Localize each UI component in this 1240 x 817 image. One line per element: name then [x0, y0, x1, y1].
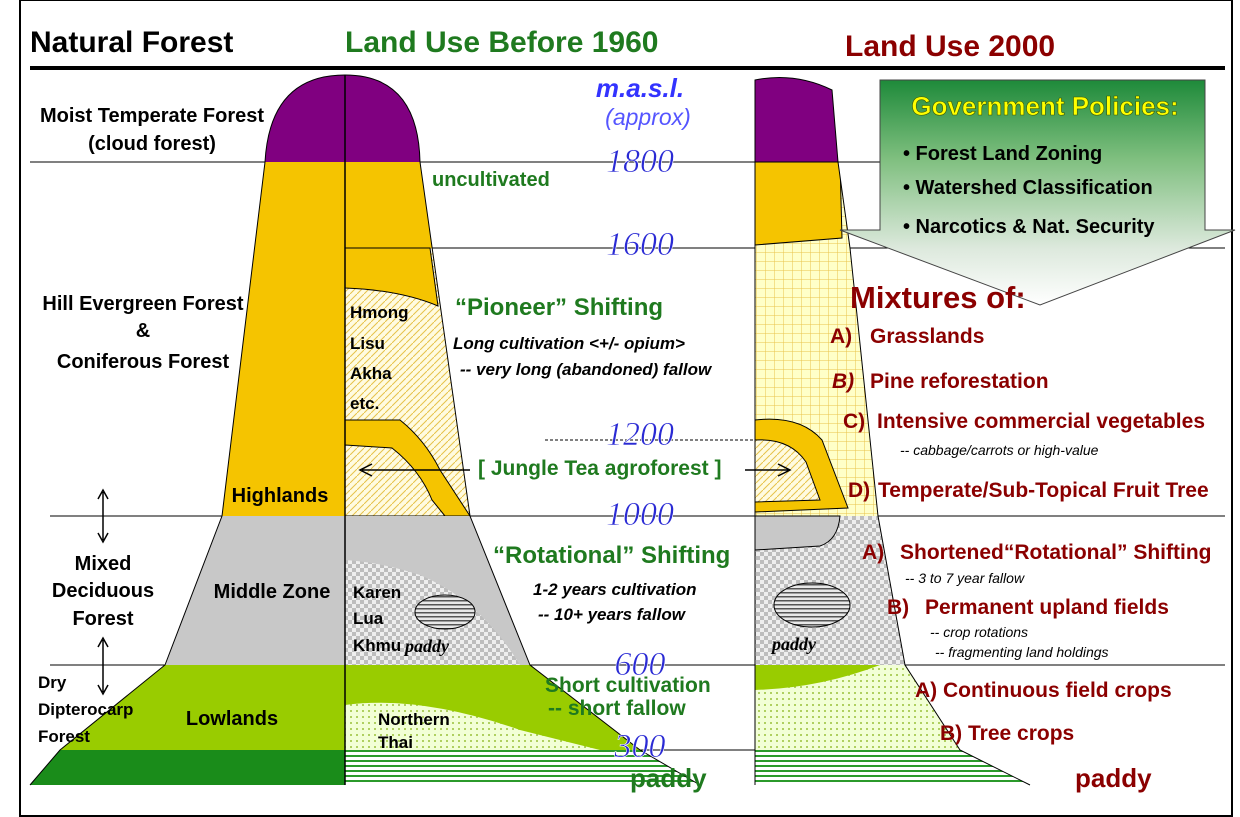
- zone-band: [0, 750, 345, 800]
- header: Natural Forest: [30, 26, 233, 59]
- item-text: Grasslands: [870, 325, 984, 348]
- elevation: 1800: [606, 143, 674, 180]
- paddy-ellipse: [415, 595, 475, 629]
- elevation: 1600: [606, 226, 674, 263]
- mixtures-title: Mixtures of:: [850, 280, 1026, 315]
- group: Thai: [378, 733, 413, 752]
- elevation: 1200: [606, 416, 674, 453]
- forest-label: Dipterocarp: [38, 700, 133, 719]
- group: etc.: [350, 394, 379, 413]
- item-text: Pine reforestation: [870, 370, 1049, 393]
- item-note: -- 3 to 7 year fallow: [905, 570, 1025, 586]
- land-use-note: -- very long (abandoned) fallow: [460, 360, 713, 379]
- item-text: Permanent upland fields: [925, 596, 1169, 619]
- item-letter: C): [843, 410, 865, 433]
- policy-title: Government Policies:: [911, 91, 1178, 121]
- land-use-title: Short cultivation: [545, 674, 711, 697]
- land-use: uncultivated: [432, 169, 550, 191]
- forest-label: Coniferous Forest: [57, 351, 230, 373]
- forest-label: (cloud forest): [88, 133, 216, 155]
- scale-unit: m.a.s.l.: [596, 73, 684, 103]
- land-use-title: “Rotational” Shifting: [493, 542, 730, 569]
- item-note: -- cabbage/carrots or high-value: [900, 442, 1099, 458]
- forest-label: Mixed: [75, 553, 132, 575]
- zone-label: Lowlands: [186, 708, 278, 730]
- item-letter: A): [862, 541, 884, 564]
- group: Northern: [378, 710, 450, 729]
- zone-band: [345, 0, 745, 162]
- item-letter: D): [848, 479, 870, 502]
- item-letter: B): [887, 596, 909, 619]
- land-use-note: 1-2 years cultivation: [533, 580, 696, 599]
- item-text: Temperate/Sub-Topical Fruit Tree: [878, 479, 1209, 502]
- land-use-note: -- 10+ years fallow: [538, 605, 687, 624]
- policy-item: • Watershed Classification: [903, 177, 1153, 199]
- forest-label: Forest: [38, 727, 90, 746]
- header: Land Use 2000: [845, 30, 1055, 63]
- zone-label: Highlands: [232, 485, 329, 507]
- forest-label: Deciduous: [52, 580, 154, 602]
- group: Lisu: [350, 334, 385, 353]
- land-use-title: “Pioneer” Shifting: [455, 294, 663, 321]
- land-use-title: -- short fallow: [548, 697, 686, 720]
- grassland-top: [755, 162, 842, 245]
- item-text: A) Continuous field crops: [915, 679, 1172, 702]
- elevation: 1000: [606, 496, 674, 533]
- paddy-ellipse: [774, 583, 850, 627]
- double-arrow: [98, 638, 108, 694]
- forest-label: &: [136, 320, 150, 342]
- group: Lua: [353, 609, 384, 628]
- item-note: -- fragmenting land holdings: [935, 644, 1109, 660]
- scale-note: (approx): [605, 104, 691, 130]
- zone-label: Middle Zone: [214, 581, 331, 603]
- forest-label: Moist Temperate Forest: [40, 105, 264, 127]
- header: Land Use Before 1960: [345, 26, 658, 59]
- forest-label: Forest: [72, 608, 133, 630]
- forest-label: Hill Evergreen Forest: [42, 293, 244, 315]
- item-letter: B): [832, 370, 854, 393]
- paddy-label: paddy: [403, 636, 450, 656]
- group: Akha: [350, 364, 392, 383]
- item-letter: A): [830, 325, 852, 348]
- paddy-label: paddy: [770, 634, 817, 654]
- policy-item: • Narcotics & Nat. Security: [903, 216, 1155, 238]
- item-text: Shortened“Rotational” Shifting: [900, 541, 1211, 564]
- item-text: B) Tree crops: [940, 722, 1074, 745]
- header-rule: [30, 66, 1225, 70]
- paddy-label: paddy: [1075, 763, 1152, 793]
- group: Hmong: [350, 303, 409, 322]
- forest-label: Dry: [38, 673, 67, 692]
- zone-band: [0, 162, 345, 516]
- diagram: Natural Forest Land Use Before 1960 Land…: [0, 0, 1240, 817]
- group: Karen: [353, 583, 401, 602]
- item-text: Intensive commercial vegetables: [877, 410, 1205, 433]
- item-note: -- crop rotations: [930, 624, 1028, 640]
- policy-item: • Forest Land Zoning: [903, 143, 1102, 165]
- land-use-note: Long cultivation <+/- opium>: [453, 334, 685, 353]
- land-use-title: [ Jungle Tea agroforest ]: [478, 457, 721, 480]
- group: Khmu: [353, 636, 401, 655]
- elevation: 300: [614, 728, 666, 765]
- paddy-label: paddy: [630, 763, 707, 793]
